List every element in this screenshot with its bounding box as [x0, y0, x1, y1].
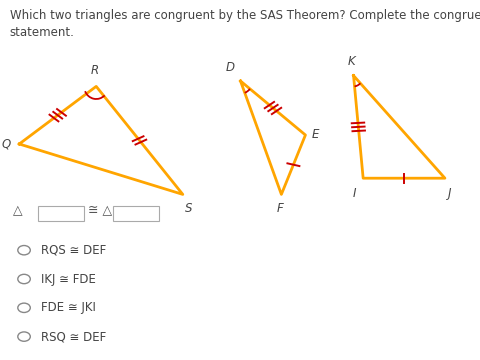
Text: R: R [91, 64, 98, 77]
Text: IKJ ≅ FDE: IKJ ≅ FDE [41, 273, 96, 285]
Text: FDE ≅ JKI: FDE ≅ JKI [41, 301, 96, 314]
Text: J: J [447, 187, 451, 200]
FancyBboxPatch shape [113, 206, 158, 221]
Text: E: E [311, 129, 318, 141]
Text: D: D [225, 61, 234, 74]
Text: Q: Q [1, 138, 11, 150]
FancyBboxPatch shape [38, 206, 84, 221]
Text: K: K [347, 55, 354, 68]
Text: △: △ [13, 204, 23, 217]
Text: S: S [185, 202, 192, 215]
Text: I: I [352, 187, 355, 200]
Text: Which two triangles are congruent by the SAS Theorem? Complete the congruence
st: Which two triangles are congruent by the… [10, 9, 480, 39]
Text: ≅ △: ≅ △ [88, 204, 112, 217]
Text: F: F [276, 202, 283, 215]
Text: RSQ ≅ DEF: RSQ ≅ DEF [41, 330, 106, 343]
Text: RQS ≅ DEF: RQS ≅ DEF [41, 244, 106, 257]
